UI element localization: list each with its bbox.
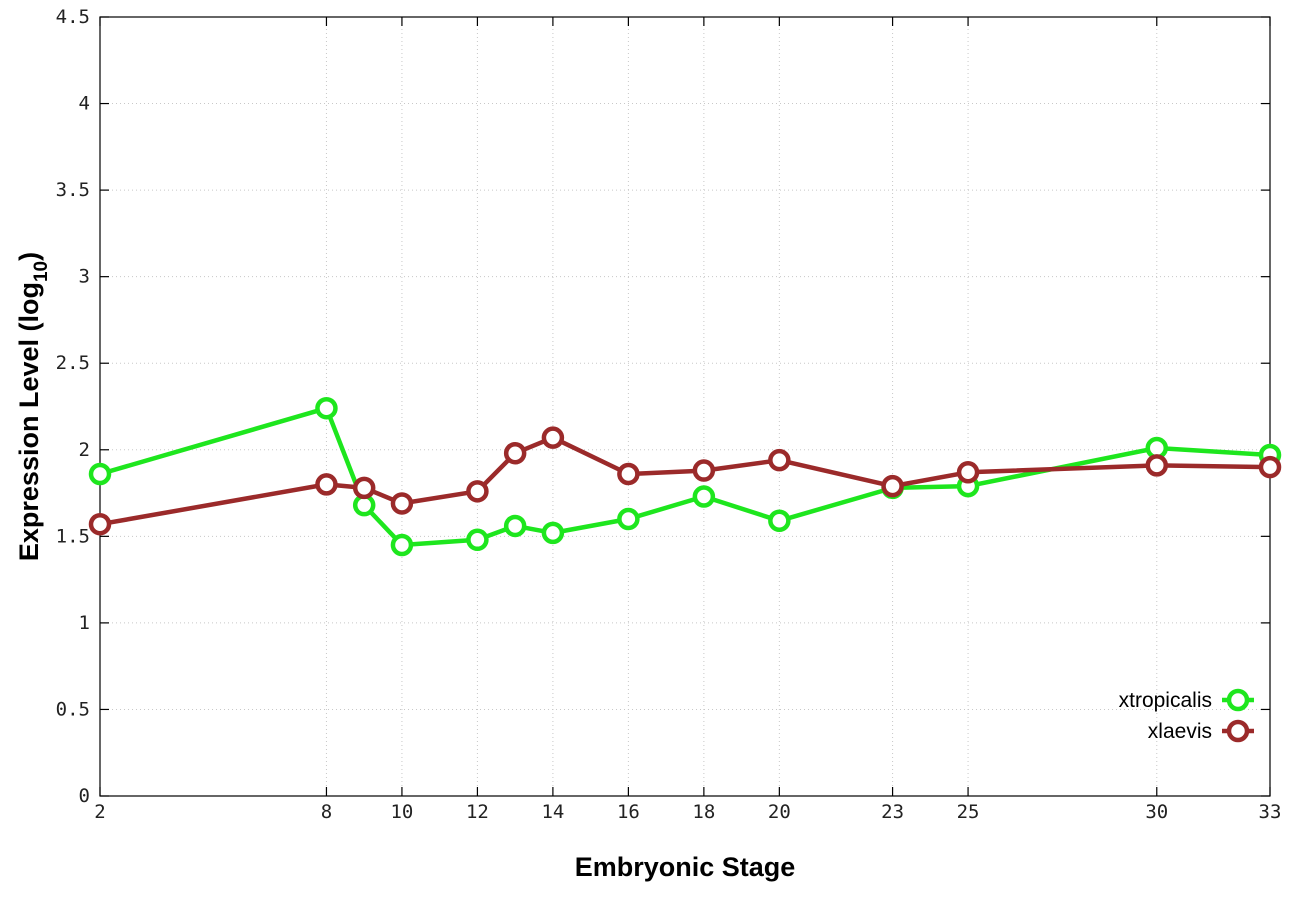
data-point-xlaevis [768,448,791,472]
data-point-xlaevis [881,474,904,498]
x-tick-label: 20 [768,801,791,823]
y-axis-title-main: Expression Level (log [14,282,44,561]
x-axis-title: Embryonic Stage [575,852,796,882]
legend-swatch-marker [1226,719,1250,743]
series-line-xlaevis [97,435,1273,527]
y-axis-title: Expression Level (log10) [14,252,52,561]
data-point-xtropicalis [617,507,640,531]
series-layer [88,396,1282,557]
data-point-xlaevis [1258,455,1282,479]
y-tick-label: 2.5 [56,352,90,374]
series-xlaevis [88,426,1282,536]
x-tick-label: 10 [390,801,413,823]
data-point-xtropicalis [541,521,565,545]
data-point-xlaevis [390,492,414,515]
y-tick-label: 2 [79,439,90,461]
legend-item-xlaevis: xlaevis [1148,719,1254,743]
data-point-xtropicalis [466,528,489,552]
data-point-xtropicalis [88,462,112,486]
data-point-xtropicalis [503,514,527,538]
data-point-xlaevis [352,476,376,500]
y-axis-title-close: ) [14,252,44,261]
x-tick-label: 25 [957,801,980,823]
y-tick-label: 0.5 [56,698,90,720]
legend-label: xlaevis [1148,720,1212,743]
legend-label: xtropicalis [1119,689,1212,712]
data-point-xtropicalis [390,533,414,557]
grid [100,17,1270,796]
y-axis-title-subscript: 10 [31,261,52,282]
data-point-xtropicalis [315,396,338,420]
y-tick-label: 1.5 [56,525,90,547]
y-tick-label: 1 [79,612,90,634]
data-point-xtropicalis [692,485,716,508]
x-tick-label: 2 [94,801,105,823]
x-tick-label: 23 [881,801,904,823]
data-point-xtropicalis [768,509,791,533]
data-point-xlaevis [541,426,565,449]
legend: xtropicalis xlaevis [1119,688,1254,743]
series-line-xtropicalis [97,405,1273,548]
legend-swatch-marker [1226,688,1250,712]
plot-frame [99,16,1271,797]
x-tick-label: 12 [466,801,489,823]
y-tick-label: 0 [79,785,90,807]
x-tick-label: 33 [1259,801,1282,823]
x-tick-label: 30 [1145,801,1168,823]
data-point-xlaevis [315,473,338,496]
axis-ticks: 0 0.5 1 1.5 2 2.5 3 3.5 4 4.5 2 8 10 12 14 16 18 20 23 25 30… [56,6,1282,823]
data-point-xlaevis [956,461,980,484]
x-tick-label: 14 [541,801,564,823]
x-tick-label: 8 [321,801,332,823]
data-point-xlaevis [88,512,112,536]
y-tick-label: 4 [79,93,90,115]
series-xtropicalis [88,396,1282,557]
legend-item-xtropicalis: xtropicalis [1119,688,1254,712]
y-tick-label: 3.5 [56,179,90,201]
data-point-xlaevis [692,459,716,482]
data-point-xlaevis [617,462,640,486]
y-tick-label: 4.5 [56,6,90,28]
data-point-xlaevis [503,441,527,465]
x-tick-label: 16 [617,801,640,823]
data-point-xlaevis [1145,454,1169,477]
x-tick-label: 18 [692,801,715,823]
data-point-xlaevis [466,480,489,503]
y-tick-label: 3 [79,266,90,288]
